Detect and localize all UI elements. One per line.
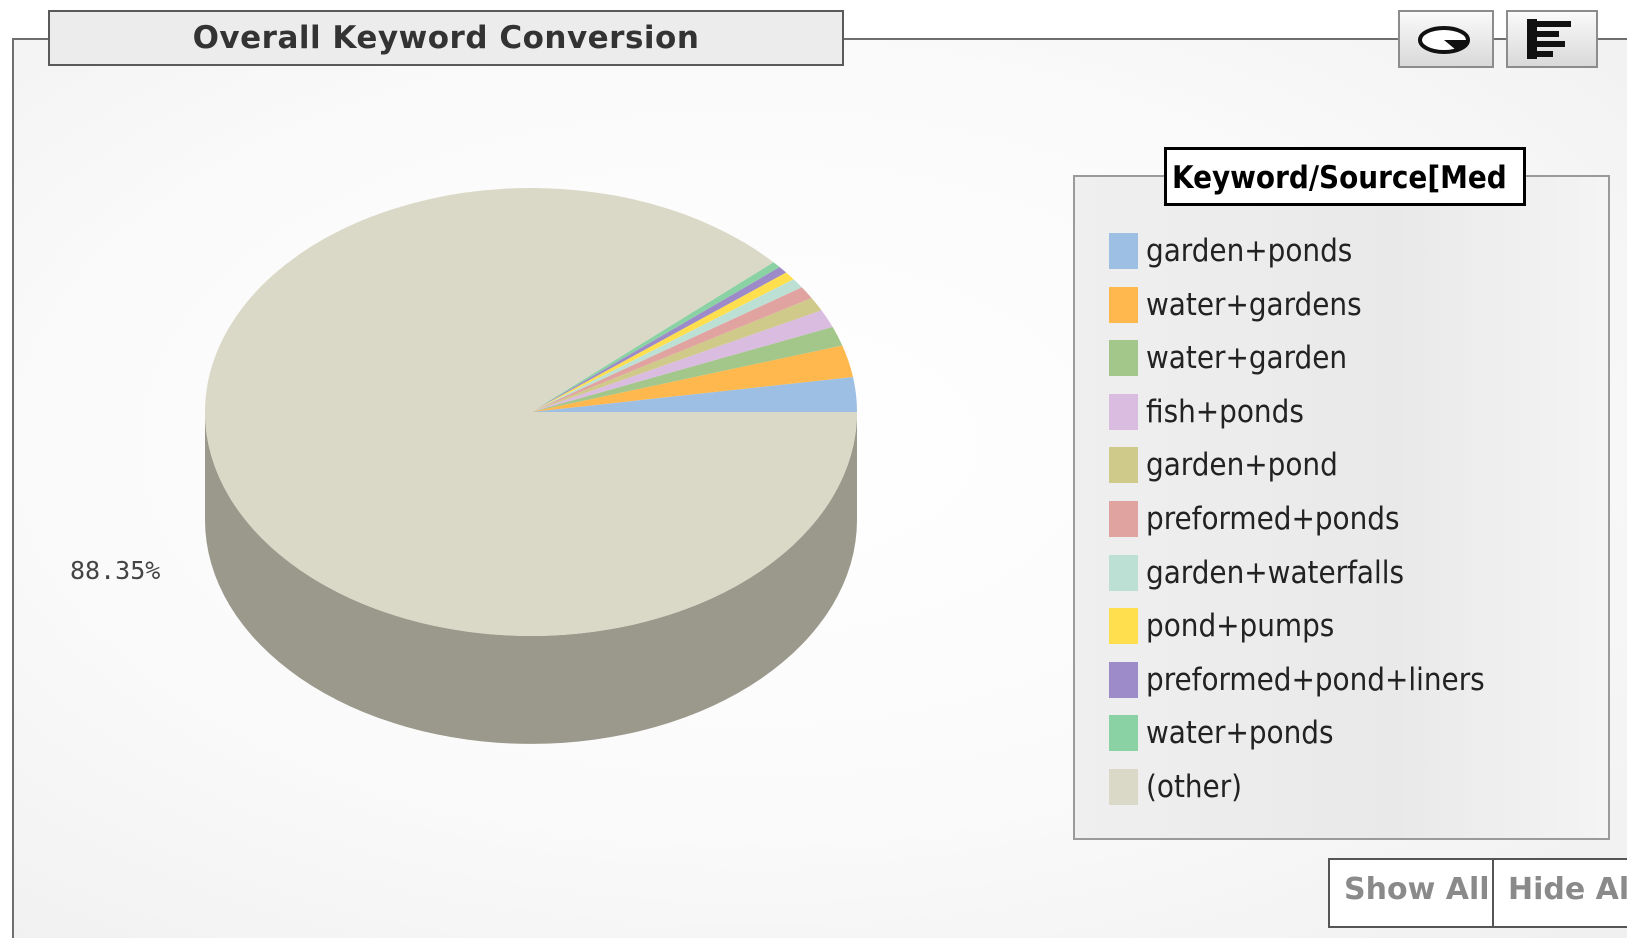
pie-slice-preformed-ponds[interactable]: [531, 287, 812, 412]
legend-swatch: [1109, 340, 1138, 377]
legend-item-garden-pond[interactable]: garden+pond: [1109, 447, 1485, 501]
legend-item-preformed-ponds[interactable]: preformed+ponds: [1109, 500, 1485, 555]
legend-label: fish+ponds: [1146, 393, 1304, 430]
legend-label: garden+pond: [1146, 447, 1338, 484]
legend-swatch: [1109, 661, 1138, 698]
pie-slice-other[interactable]: [204, 187, 857, 636]
legend-item-water-ponds[interactable]: water+ponds: [1109, 715, 1485, 769]
pie-slice-preformed-pond-liners[interactable]: [531, 267, 787, 412]
pie-slice-garden-ponds[interactable]: [531, 376, 857, 412]
pie-slice-pond-pumps[interactable]: [531, 272, 794, 412]
pie-data-label-other: 88.35%: [70, 556, 161, 585]
legend-box: [1073, 175, 1610, 840]
pie-chart-icon: [1418, 26, 1470, 54]
pie-slice-garden-waterfalls[interactable]: [531, 279, 802, 412]
legend-item-water-garden[interactable]: water+garden: [1109, 340, 1485, 394]
pie-side: [205, 412, 857, 744]
legend-items: garden+ponds water+gardens water+garden fis…: [1109, 233, 1485, 823]
legend-label: preformed+pond+liners: [1146, 661, 1485, 698]
pie-slice-water-garden[interactable]: [531, 326, 843, 412]
chart-title: Overall Keyword Conversion: [48, 10, 844, 66]
legend-label: garden+waterfalls: [1146, 554, 1405, 591]
legend-label: (other): [1146, 768, 1243, 805]
legend-item-other[interactable]: (other): [1109, 768, 1485, 823]
pie-view-button[interactable]: [1398, 10, 1494, 68]
pie-slice-fish-ponds[interactable]: [531, 310, 833, 412]
bar-chart-icon: [1527, 19, 1571, 59]
legend-swatch: [1109, 768, 1138, 805]
legend-label: water+garden: [1146, 340, 1348, 377]
legend-label: pond+pumps: [1146, 608, 1335, 645]
legend-label: preformed+ponds: [1146, 500, 1400, 537]
pie-slice-garden-pond[interactable]: [531, 297, 822, 412]
legend-title: Keyword/Source[Med: [1164, 147, 1526, 206]
bar-view-button[interactable]: [1506, 10, 1598, 68]
legend-label: water+ponds: [1146, 715, 1334, 752]
legend-item-garden-waterfalls[interactable]: garden+waterfalls: [1109, 554, 1485, 609]
legend-item-fish-ponds[interactable]: fish+ponds: [1109, 393, 1485, 448]
legend-swatch: [1109, 608, 1138, 645]
legend-swatch: [1109, 554, 1138, 591]
legend-item-preformed-pond-liners[interactable]: preformed+pond+liners: [1109, 661, 1485, 716]
legend-swatch: [1109, 286, 1138, 323]
legend-item-water-gardens[interactable]: water+gardens: [1109, 286, 1485, 341]
pie-slice-water-ponds[interactable]: [531, 262, 780, 412]
legend-swatch: [1109, 447, 1138, 484]
legend-label: water+gardens: [1146, 286, 1362, 323]
show-all-button[interactable]: Show All: [1328, 858, 1494, 928]
legend-label: garden+ponds: [1146, 233, 1353, 269]
legend-item-garden-ponds[interactable]: garden+ponds: [1109, 233, 1485, 287]
hide-all-button[interactable]: Hide All: [1492, 858, 1627, 928]
pie-slice-water-gardens[interactable]: [531, 345, 853, 412]
pie-chart: [204, 187, 857, 744]
legend-swatch: [1109, 393, 1138, 430]
legend-item-pond-pumps[interactable]: pond+pumps: [1109, 608, 1485, 662]
legend-swatch: [1109, 233, 1138, 269]
legend-swatch: [1109, 715, 1138, 752]
legend-swatch: [1109, 500, 1138, 537]
